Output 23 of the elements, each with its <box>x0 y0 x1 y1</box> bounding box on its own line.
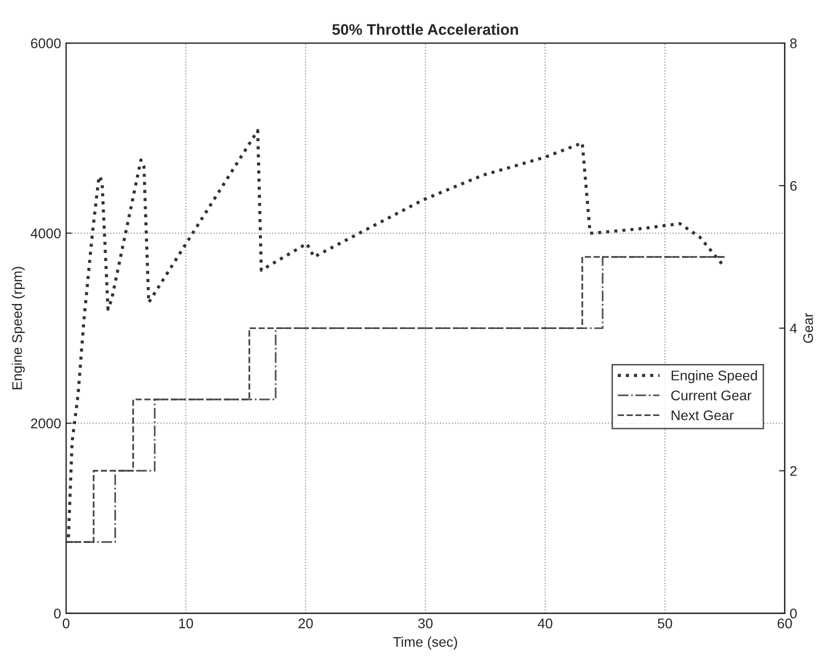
y-axis-title: Engine Speed (rpm) <box>12 266 25 390</box>
y2-tick-label: 8 <box>790 38 797 48</box>
legend-label: Next Gear <box>672 410 734 420</box>
y-tick-label: 0 <box>54 608 61 618</box>
legend-label: Engine Speed <box>672 370 757 384</box>
x-tick-label: 20 <box>298 618 313 628</box>
legend-label: Current Gear <box>671 390 752 400</box>
y2-tick-label: 0 <box>790 608 797 618</box>
y2-tick-label: 2 <box>790 466 797 476</box>
x-axis-title: Time (sec) <box>393 636 458 650</box>
y-tick-label: 2000 <box>31 418 61 428</box>
y2-tick-label: 4 <box>790 324 797 334</box>
x-tick-label: 40 <box>538 618 552 628</box>
x-tick-label: 0 <box>62 618 70 628</box>
x-tick-label: 60 <box>778 618 792 628</box>
x-tick-label: 50 <box>658 618 672 628</box>
x-tick-label: 30 <box>418 618 433 628</box>
y-tick-label: 4000 <box>30 228 61 238</box>
y2-tick-label: 6 <box>790 180 797 191</box>
y2-axis-title: Gear <box>803 312 814 343</box>
chart-title: 50% Throttle Acceleration <box>332 24 518 35</box>
y-tick-label: 6000 <box>31 38 61 48</box>
x-tick-label: 10 <box>179 618 194 628</box>
